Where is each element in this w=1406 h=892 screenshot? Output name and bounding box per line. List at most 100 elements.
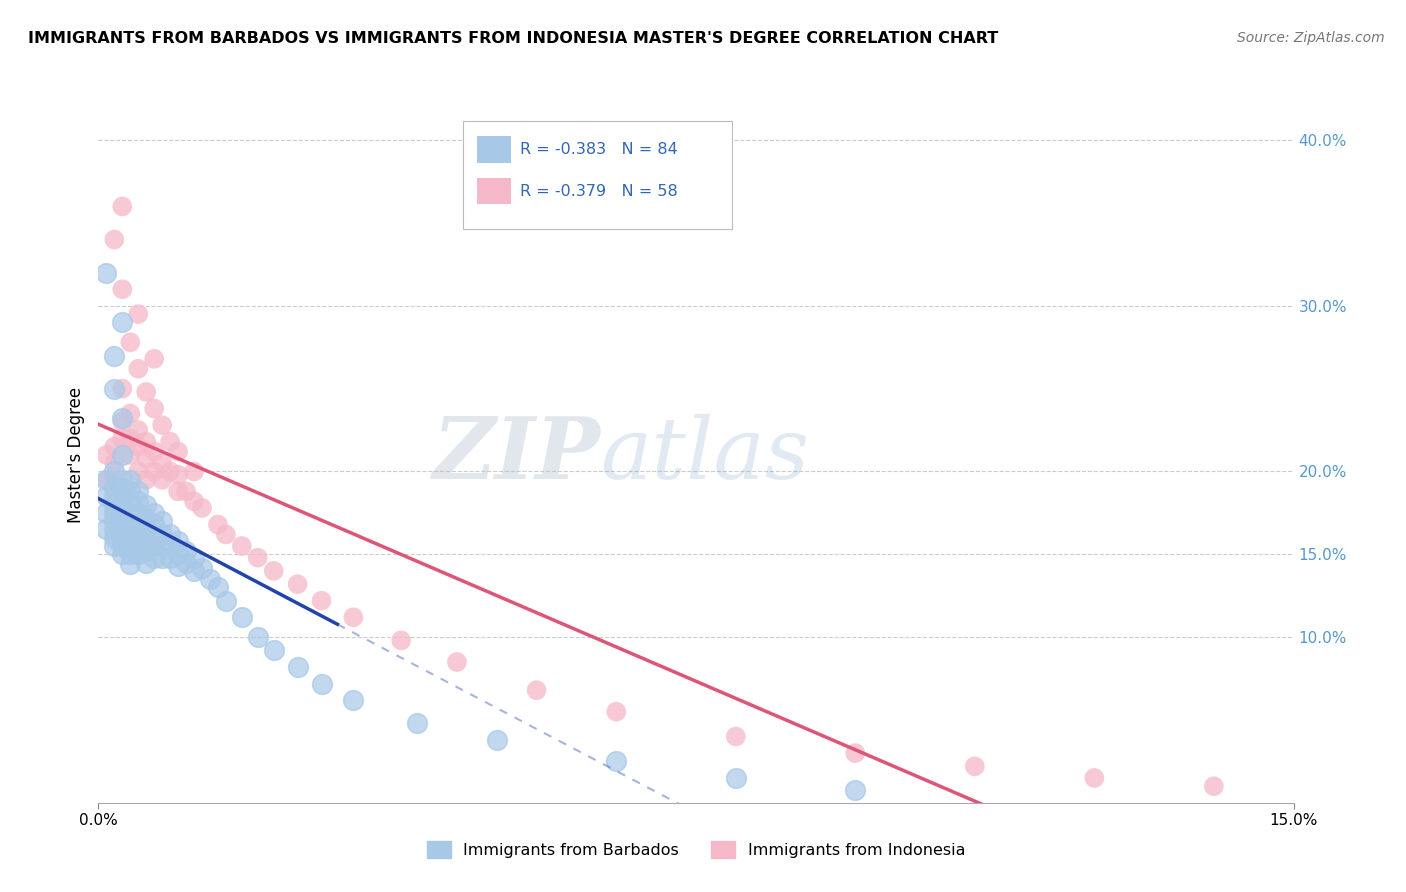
Point (143, 517, 166, 532)
Point (111, 448, 134, 462)
Point (111, 489, 134, 503)
Point (724, 730, 747, 744)
Text: Source: ZipAtlas.com: Source: ZipAtlas.com (1237, 31, 1385, 45)
Y-axis label: Master's Degree: Master's Degree (66, 387, 84, 523)
Text: R = -0.383   N = 84: R = -0.383 N = 84 (520, 142, 678, 157)
Point (96, 266, 118, 280)
Point (150, 514, 173, 528)
Point (111, 411, 134, 425)
Point (96, 448, 118, 462)
Point (605, 705, 627, 719)
Point (120, 547, 142, 561)
Point (1083, 771, 1105, 785)
Point (127, 494, 149, 508)
Point (263, 643, 285, 657)
Point (150, 527, 173, 541)
Point (127, 307, 149, 321)
Point (159, 550, 181, 565)
Point (150, 539, 173, 553)
Point (167, 444, 190, 458)
Point (120, 537, 142, 551)
Point (844, 782, 866, 797)
Point (120, 558, 142, 572)
Text: IMMIGRANTS FROM BARBADOS VS IMMIGRANTS FROM INDONESIA MASTER'S DEGREE CORRELATIO: IMMIGRANTS FROM BARBADOS VS IMMIGRANTS F… (28, 31, 998, 46)
Point (103, 440, 125, 454)
Point (103, 506, 125, 520)
Point (844, 746, 866, 760)
Point (183, 494, 205, 508)
Point (127, 506, 149, 520)
Point (406, 716, 429, 731)
Point (167, 547, 190, 561)
Point (135, 498, 157, 512)
Point (207, 581, 229, 595)
Point (143, 444, 166, 458)
Point (103, 481, 125, 495)
Point (167, 534, 190, 549)
Point (263, 564, 285, 578)
Point (231, 539, 253, 553)
Point (120, 494, 142, 508)
Point (246, 630, 269, 644)
Point (389, 633, 412, 648)
Point (183, 564, 205, 578)
Point (167, 484, 190, 499)
Point (111, 547, 134, 561)
Point (96, 506, 118, 520)
Point (96, 473, 118, 487)
Point (215, 593, 238, 607)
Point (485, 732, 508, 747)
Point (724, 771, 747, 785)
Text: atlas: atlas (600, 414, 810, 496)
Point (167, 467, 190, 482)
Point (605, 755, 627, 769)
Point (120, 517, 142, 532)
Point (135, 384, 157, 399)
Point (287, 577, 309, 591)
Point (135, 523, 157, 537)
Point (342, 693, 364, 707)
Point (150, 550, 173, 565)
Point (127, 527, 149, 541)
Point (174, 556, 197, 570)
Point (103, 523, 125, 537)
Point (183, 550, 205, 565)
Point (311, 593, 333, 607)
Point (287, 660, 309, 674)
Point (120, 407, 142, 421)
Point (120, 448, 142, 462)
Point (120, 473, 142, 487)
Point (159, 434, 181, 449)
Point (135, 451, 157, 466)
Point (120, 335, 142, 350)
Bar (477, 178, 510, 204)
Point (111, 415, 134, 429)
Point (191, 560, 214, 574)
Point (111, 473, 134, 487)
Point (127, 537, 149, 551)
Point (246, 550, 269, 565)
Point (231, 610, 253, 624)
Point (143, 539, 166, 553)
Point (96, 489, 118, 503)
Point (127, 547, 149, 561)
Point (143, 401, 166, 416)
Point (111, 382, 134, 396)
Point (120, 527, 142, 541)
Point (143, 351, 166, 366)
Point (96, 523, 118, 537)
Point (143, 506, 166, 520)
Point (120, 506, 142, 520)
Point (120, 484, 142, 499)
Point (174, 544, 197, 558)
Point (103, 456, 125, 470)
Point (167, 558, 190, 573)
FancyBboxPatch shape (463, 121, 733, 229)
Point (103, 539, 125, 553)
Point (135, 511, 157, 525)
Point (342, 610, 364, 624)
Point (207, 517, 229, 532)
Point (150, 473, 173, 487)
Point (127, 465, 149, 479)
Point (111, 511, 134, 525)
